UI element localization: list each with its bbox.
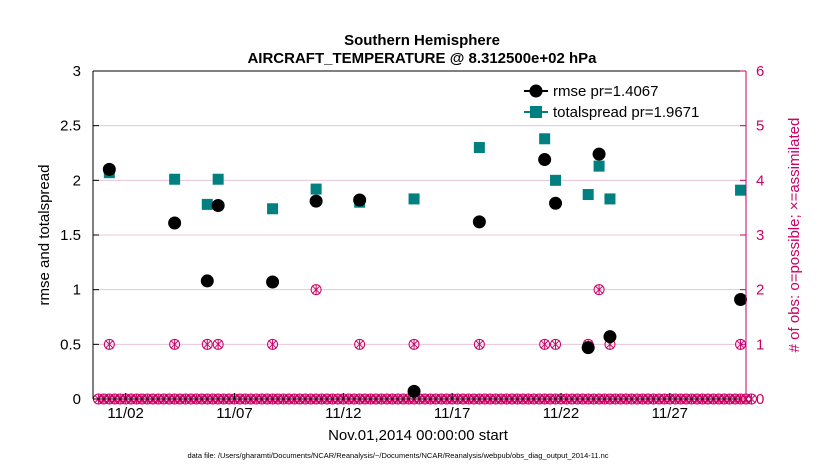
rmse-point [168, 216, 182, 230]
spread-point [201, 198, 213, 210]
legend-rmse-label: rmse pr=1.4067 [553, 83, 658, 100]
obs-count-marker [408, 338, 420, 350]
y-axis-label: rmse and totalspread [36, 165, 53, 306]
y2-tick-label: 1 [756, 336, 764, 353]
rmse-markers [102, 147, 748, 398]
rmse-point [603, 330, 617, 344]
rmse-point [309, 194, 323, 208]
rmse-point [102, 162, 116, 176]
spread-point [582, 189, 594, 201]
legend-spread-marker [530, 106, 542, 118]
y2-axis-label: # of obs: o=possible; ×=assimilated [786, 118, 803, 353]
obs-count-marker [103, 338, 115, 350]
x-tick-label: 11/22 [543, 405, 579, 422]
legend-rmse-marker [529, 84, 543, 98]
ticks: 0 0.5 1 1.5 2 2.5 3 0 1 2 3 4 5 6 11/02 11/07 11/12 11/17… [60, 63, 764, 422]
obs-count-marker [539, 338, 551, 350]
x-tick-label: 11/07 [216, 405, 252, 422]
y-tick-label: 2 [73, 172, 81, 189]
x-tick-label: 11/27 [652, 405, 688, 422]
obs-count-marker [473, 338, 485, 350]
spread-point [169, 173, 181, 185]
y-tick-label: 1.5 [60, 227, 81, 244]
y2-tick-label: 5 [756, 118, 764, 135]
y-tick-label: 0.5 [60, 336, 81, 353]
rmse-point [734, 293, 748, 307]
obs-count-marker [201, 338, 213, 350]
rmse-point [353, 193, 367, 207]
spread-point [735, 184, 747, 196]
obs-count-marker [593, 284, 605, 296]
obs-count-marker [267, 338, 279, 350]
x-tick-label: 11/12 [325, 405, 361, 422]
spread-point [593, 160, 605, 172]
spread-point [473, 142, 485, 154]
obs-count-marker [169, 338, 181, 350]
y2-tick-label: 4 [756, 172, 764, 189]
y-tick-label: 1 [73, 282, 81, 299]
spread-point [604, 193, 616, 205]
x-tick-label: 11/17 [434, 405, 470, 422]
spread-point [539, 133, 551, 145]
spread-point [267, 203, 279, 215]
rmse-point [538, 153, 552, 167]
y2-tick-label: 3 [756, 227, 764, 244]
legend: rmse pr=1.4067 totalspread pr=1.9671 [521, 80, 741, 122]
y-tick-label: 2.5 [60, 118, 81, 135]
legend-spread-label: totalspread pr=1.9671 [553, 104, 699, 121]
obs-count-marker [310, 284, 322, 296]
spread-point [212, 173, 224, 185]
rmse-point [200, 274, 214, 288]
spread-point [310, 183, 322, 195]
zero-obs-marker [745, 393, 757, 405]
rmse-point [266, 275, 280, 289]
y-tick-label: 3 [73, 63, 81, 80]
x-axis-label: Nov.01,2014 00:00:00 start [328, 427, 509, 444]
chart-subtitle: AIRCRAFT_TEMPERATURE @ 8.312500e+02 hPa [247, 50, 597, 67]
rmse-point [592, 147, 606, 161]
rmse-point [407, 384, 421, 398]
chart-title: Southern Hemisphere [344, 32, 500, 49]
y-tick-label: 0 [73, 391, 81, 408]
y2-tick-label: 2 [756, 282, 764, 299]
rmse-point [581, 341, 595, 355]
y2-tick-label: 0 [756, 391, 764, 408]
x-tick-label: 11/02 [107, 405, 143, 422]
y2-tick-label: 6 [756, 63, 764, 80]
spread-point [408, 193, 420, 205]
obs-count-marker [212, 338, 224, 350]
data-file-footnote: data file: /Users/gharamti/Documents/NCA… [187, 451, 608, 460]
rmse-point [472, 215, 486, 229]
spread-point [550, 174, 562, 186]
legend-box [521, 80, 741, 122]
obs-count-marker [550, 338, 562, 350]
obs-count-marker [354, 338, 366, 350]
rmse-point [549, 196, 563, 210]
rmse-point [211, 198, 225, 212]
